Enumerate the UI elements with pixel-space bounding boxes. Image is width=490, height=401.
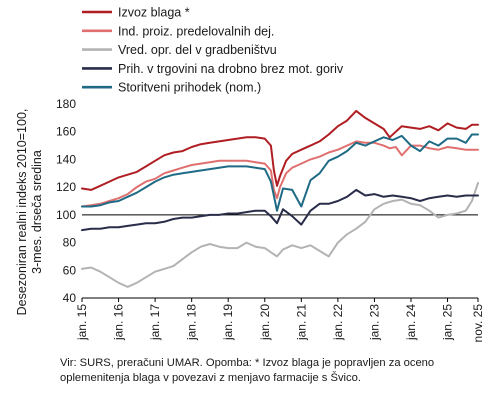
y-axis-label-line-1: Desezoniran realni indeks 2010=100, <box>15 109 29 316</box>
series-line-4 <box>81 188 479 232</box>
legend-label: Vred. opr. del v gradbeništvu <box>118 43 277 57</box>
x-tick-label: jan. 19 <box>221 304 235 341</box>
x-tick-label: jan. 15 <box>75 304 89 341</box>
y-axis: 40 60 80 100 120 140 160 180 <box>56 97 76 305</box>
series-line-5 <box>81 133 479 212</box>
x-tick-label: jan. 16 <box>112 304 126 341</box>
x-tick-label: nov. 25 <box>471 304 485 343</box>
legend-label: Izvoz blaga * <box>118 6 190 20</box>
x-tick-label: jan. 23 <box>367 304 381 341</box>
legend-label: Ind. proiz. predelovalnih dej. <box>118 24 274 38</box>
y-axis-label: Desezoniran realni indeks 2010=100, 3-me… <box>15 109 44 316</box>
x-tick-label: jan. 22 <box>331 304 345 341</box>
legend-label: Storitveni prihodek (nom.) <box>118 81 261 95</box>
legend-label: Prih. v trgovini na drobno brez mot. gor… <box>118 62 344 76</box>
y-axis-label-line-2: 3-mes. drseča sredina <box>30 150 44 274</box>
x-tick-label: jan. 21 <box>294 304 308 341</box>
y-tick-label: 100 <box>56 208 76 222</box>
source-note: Vir: SURS, preračuni UMAR. Opomba: * Izv… <box>60 357 435 384</box>
legend: Izvoz blaga * Ind. proiz. predelovalnih d… <box>82 6 344 95</box>
y-tick-label: 40 <box>63 291 77 305</box>
series-line-3 <box>81 182 479 288</box>
y-tick-label: 140 <box>56 152 76 166</box>
y-tick-label: 120 <box>56 180 76 194</box>
x-tick-label: jan. 24 <box>404 304 418 341</box>
plot-area <box>81 109 479 288</box>
y-tick-label: 180 <box>56 97 76 111</box>
x-tick-label: jan. 18 <box>185 304 199 341</box>
chart: Izvoz blaga * Ind. proiz. predelovalnih d… <box>15 6 485 343</box>
x-tick-label: jan. 25 <box>441 304 455 341</box>
x-tick-label: jan. 17 <box>148 304 162 341</box>
y-tick-label: 80 <box>63 236 77 250</box>
x-axis: jan. 15 jan. 16 jan. 17 jan. 18 jan. 19 jan. … <box>75 297 485 343</box>
y-tick-label: 160 <box>56 125 76 139</box>
x-tick-label: jan. 20 <box>258 304 272 341</box>
series-line-1 <box>81 109 479 191</box>
y-tick-label: 60 <box>63 263 77 277</box>
